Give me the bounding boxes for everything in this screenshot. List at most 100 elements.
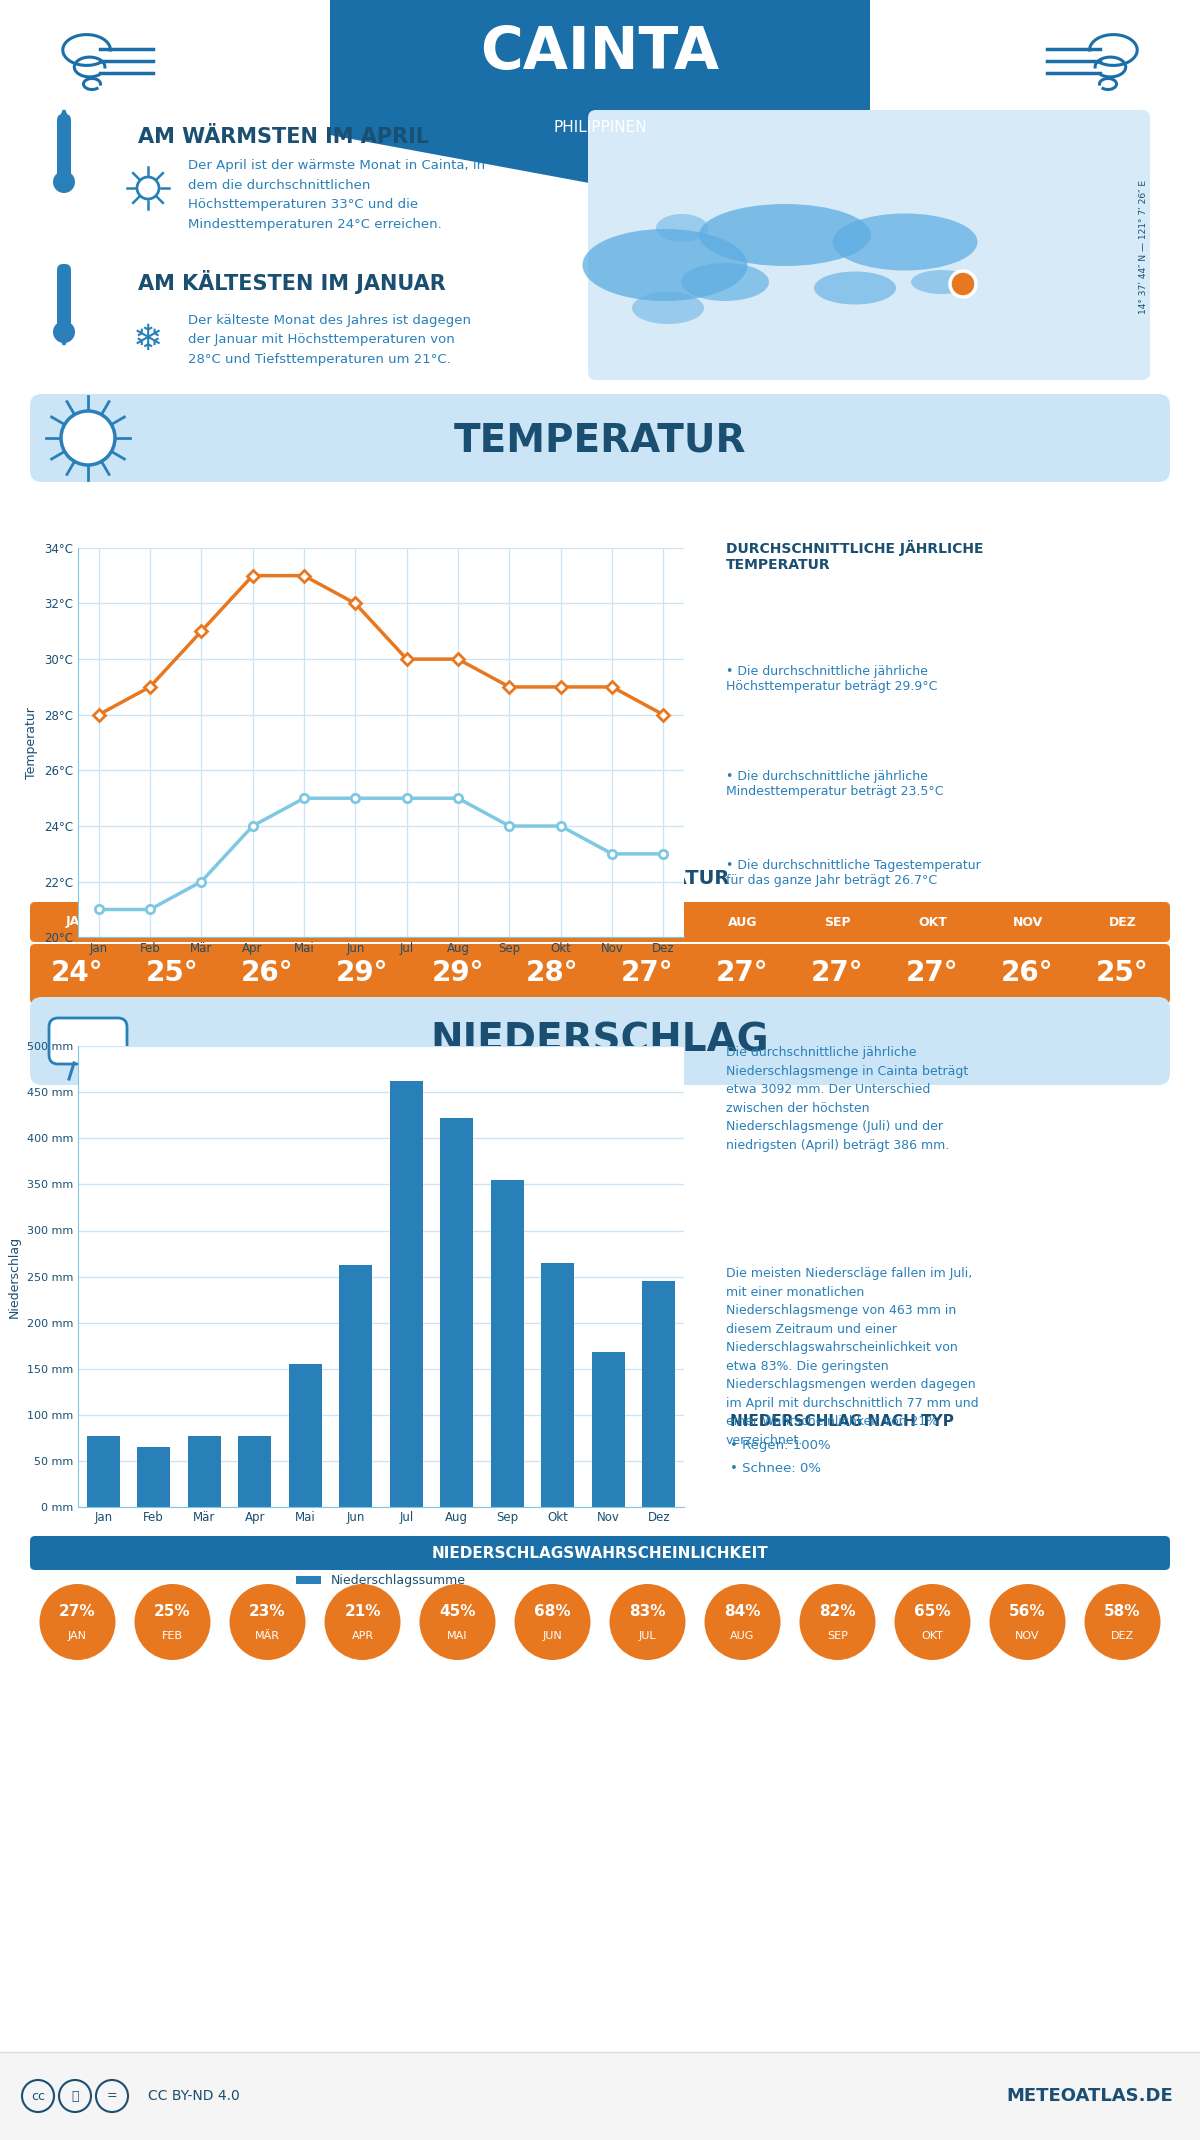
Text: 82%: 82% <box>820 1605 856 1620</box>
Bar <box>137 1447 170 1507</box>
Y-axis label: Niederschlag: Niederschlag <box>8 1235 22 1318</box>
Text: Die durchschnittliche jährliche
Niederschlagsmenge in Cainta beträgt
etwa 3092 m: Die durchschnittliche jährliche Niedersc… <box>726 1046 968 1151</box>
Text: CAINTA: CAINTA <box>480 24 720 81</box>
Legend: Maximale Temperatur, Minimale Temperatur: Maximale Temperatur, Minimale Temperatur <box>194 1055 568 1079</box>
Text: 29°: 29° <box>336 959 389 987</box>
FancyBboxPatch shape <box>30 997 1170 1085</box>
Text: MÄR: MÄR <box>252 916 283 929</box>
Bar <box>239 1436 271 1507</box>
Text: 26°: 26° <box>241 959 294 987</box>
Bar <box>541 1263 574 1507</box>
Text: NOV: NOV <box>1015 1631 1039 1641</box>
Text: 56%: 56% <box>1009 1605 1046 1620</box>
Text: JAN: JAN <box>65 916 90 929</box>
Text: METEOATLAS.DE: METEOATLAS.DE <box>1007 2086 1174 2106</box>
Text: Ⓘ: Ⓘ <box>71 2089 79 2101</box>
Text: 27%: 27% <box>59 1605 96 1620</box>
Text: cc: cc <box>31 2089 46 2101</box>
FancyBboxPatch shape <box>30 394 1170 482</box>
FancyBboxPatch shape <box>49 1019 127 1064</box>
Text: • Die durchschnittliche jährliche
Mindesttemperatur beträgt 23.5°C: • Die durchschnittliche jährliche Mindes… <box>726 770 943 798</box>
Text: NIEDERSCHLAGSWAHRSCHEINLICHKEIT: NIEDERSCHLAGSWAHRSCHEINLICHKEIT <box>432 1545 768 1560</box>
Text: NOV: NOV <box>1013 916 1043 929</box>
Text: FEB: FEB <box>160 916 186 929</box>
Bar <box>0 2052 1200 2140</box>
Text: TÄGLICHE TEMPERATUR: TÄGLICHE TEMPERATUR <box>470 869 730 888</box>
Circle shape <box>134 1584 210 1661</box>
Text: TEMPERATUR: TEMPERATUR <box>454 422 746 458</box>
Bar <box>340 1265 372 1507</box>
Text: • Die durchschnittliche Tagestemperatur
für das ganze Jahr beträgt 26.7°C: • Die durchschnittliche Tagestemperatur … <box>726 860 980 888</box>
Text: JUN: JUN <box>540 916 565 929</box>
Text: AUG: AUG <box>731 1631 755 1641</box>
Text: AUG: AUG <box>727 916 757 929</box>
Ellipse shape <box>833 214 978 270</box>
Ellipse shape <box>911 270 973 293</box>
Text: 14° 37’ 44″ N — 121° 7’ 26″ E: 14° 37’ 44″ N — 121° 7’ 26″ E <box>1139 180 1147 315</box>
Text: SEP: SEP <box>827 1631 848 1641</box>
Text: 58%: 58% <box>1104 1605 1141 1620</box>
Text: 27°: 27° <box>622 959 674 987</box>
Text: APR: APR <box>352 1631 373 1641</box>
Circle shape <box>990 1584 1066 1661</box>
Text: • Schnee: 0%: • Schnee: 0% <box>730 1462 821 1474</box>
Text: OKT: OKT <box>918 916 947 929</box>
Circle shape <box>799 1584 876 1661</box>
Text: 83%: 83% <box>629 1605 666 1620</box>
Text: MAI: MAI <box>448 1631 468 1641</box>
Text: DEZ: DEZ <box>1111 1631 1134 1641</box>
Circle shape <box>704 1584 780 1661</box>
Text: Die meisten Niederscläge fallen im Juli,
mit einer monatlichen
Niederschlagsmeng: Die meisten Niederscläge fallen im Juli,… <box>726 1267 979 1447</box>
Text: AM WÄRMSTEN IM APRIL: AM WÄRMSTEN IM APRIL <box>138 126 430 148</box>
Text: • Regen: 100%: • Regen: 100% <box>730 1440 830 1453</box>
Ellipse shape <box>814 272 896 304</box>
Text: 24°: 24° <box>52 959 104 987</box>
Text: 29°: 29° <box>431 959 484 987</box>
Text: JUL: JUL <box>636 916 659 929</box>
Text: CC BY-ND 4.0: CC BY-ND 4.0 <box>148 2089 240 2104</box>
Text: 23%: 23% <box>250 1605 286 1620</box>
Text: APR: APR <box>348 916 377 929</box>
Text: 84%: 84% <box>725 1605 761 1620</box>
FancyBboxPatch shape <box>30 944 1170 1004</box>
Polygon shape <box>330 0 870 184</box>
Circle shape <box>324 1584 401 1661</box>
Bar <box>289 1363 322 1507</box>
FancyBboxPatch shape <box>58 113 71 182</box>
Bar <box>0 0 1200 101</box>
Text: JAN: JAN <box>68 1631 88 1641</box>
Text: 25%: 25% <box>154 1605 191 1620</box>
Circle shape <box>515 1584 590 1661</box>
Text: OKT: OKT <box>922 1631 943 1641</box>
Text: NIEDERSCHLAG: NIEDERSCHLAG <box>431 1023 769 1059</box>
Bar <box>0 103 1200 392</box>
Text: 26°: 26° <box>1001 959 1054 987</box>
Text: AM KÄLTESTEN IM JANUAR: AM KÄLTESTEN IM JANUAR <box>138 270 445 293</box>
Text: 68%: 68% <box>534 1605 571 1620</box>
Bar <box>390 1081 422 1507</box>
Text: PHILIPPINEN: PHILIPPINEN <box>553 120 647 135</box>
Text: JUN: JUN <box>542 1631 563 1641</box>
Text: 45%: 45% <box>439 1605 475 1620</box>
Text: JUL: JUL <box>638 1631 656 1641</box>
FancyBboxPatch shape <box>588 109 1150 381</box>
Text: 28°: 28° <box>526 959 578 987</box>
FancyBboxPatch shape <box>58 263 71 332</box>
Ellipse shape <box>632 291 704 323</box>
Circle shape <box>40 1584 115 1661</box>
Text: 27°: 27° <box>716 959 769 987</box>
Circle shape <box>53 171 74 193</box>
Text: Der April ist der wärmste Monat in Cainta, in
dem die durchschnittlichen
Höchstt: Der April ist der wärmste Monat in Caint… <box>188 158 485 231</box>
Text: SEP: SEP <box>824 916 851 929</box>
Circle shape <box>950 272 976 297</box>
Text: MAI: MAI <box>444 916 470 929</box>
Text: MÄR: MÄR <box>256 1631 280 1641</box>
Bar <box>592 1352 625 1507</box>
Text: 21%: 21% <box>344 1605 380 1620</box>
Text: DURCHSCHNITTLICHE JÄHRLICHE
TEMPERATUR: DURCHSCHNITTLICHE JÄHRLICHE TEMPERATUR <box>726 539 984 571</box>
Y-axis label: Temperatur: Temperatur <box>25 706 38 779</box>
Text: FEB: FEB <box>162 1631 182 1641</box>
Circle shape <box>53 321 74 342</box>
Text: 25°: 25° <box>146 959 199 987</box>
Circle shape <box>420 1584 496 1661</box>
